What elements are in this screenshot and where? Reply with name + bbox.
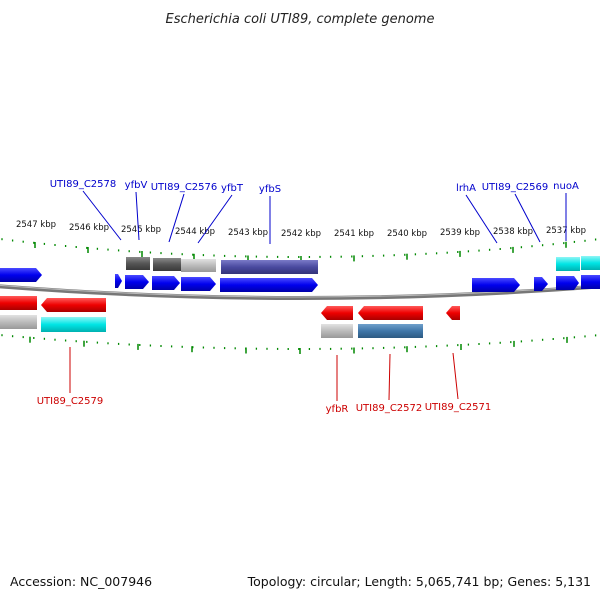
gene-feature-box[interactable] (181, 259, 216, 272)
genome-backbone (0, 284, 600, 300)
reverse-cds-arrow[interactable] (41, 298, 106, 312)
forward-cds-arrow[interactable] (115, 274, 122, 288)
gene-leader-line (388, 353, 391, 401)
forward-cds-arrow[interactable] (0, 268, 42, 282)
forward-gene-label[interactable]: UTI89_C2569 (482, 182, 549, 193)
reverse-cds-track (0, 296, 460, 320)
gene-feature-box[interactable] (153, 258, 181, 271)
gene-leader-line (465, 194, 498, 244)
genome-title: Escherichia coli UTI89, complete genome (166, 12, 435, 27)
reverse-gene-label[interactable]: UTI89_C2572 (356, 403, 423, 414)
forward-cds-arrow[interactable] (181, 277, 216, 291)
scale-label: 2539 kbp (440, 228, 480, 238)
scale-labels: 2547 kbp 2546 kbp 2545 kbp 2544 kbp 2543 kbp… (16, 220, 586, 239)
forward-gene-label[interactable]: lrhA (456, 183, 476, 194)
forward-cds-arrow[interactable] (472, 278, 520, 292)
reverse-cds-arrow[interactable] (358, 306, 423, 320)
reverse-gene-label[interactable]: yfbR (326, 404, 349, 415)
scale-label: 2542 kbp (281, 229, 321, 239)
forward-cds-arrow[interactable] (581, 275, 600, 289)
reverse-cds-arrow[interactable] (446, 306, 460, 320)
scale-label: 2540 kbp (387, 229, 427, 239)
genome-summary-text: Topology: circular; Length: 5,065,741 bp… (247, 574, 591, 589)
forward-gene-label[interactable]: UTI89_C2576 (151, 182, 218, 193)
forward-gene-label[interactable]: yfbV (125, 180, 148, 191)
forward-cds-arrow[interactable] (125, 275, 149, 289)
gene-feature-box[interactable] (358, 324, 423, 338)
gene-labels: UTI89_C2578 yfbV UTI89_C2576 yfbT yfbS lrhA UT… (37, 179, 579, 415)
gene-feature-box[interactable] (581, 256, 600, 270)
forward-gene-label[interactable]: yfbT (221, 183, 244, 194)
accession-text: Accession: NC_007946 (10, 574, 152, 589)
scale-label: 2546 kbp (69, 223, 109, 233)
reverse-cds-arrow[interactable] (321, 306, 353, 320)
scale-label: 2541 kbp (334, 229, 374, 239)
reverse-feature-track (0, 315, 423, 338)
scale-label: 2543 kbp (228, 228, 268, 238)
gene-leader-line (135, 191, 140, 241)
scale-label: 2545 kbp (121, 225, 161, 235)
forward-cds-track (0, 268, 600, 292)
scale-label: 2538 kbp (493, 227, 533, 237)
gene-feature-box[interactable] (41, 317, 106, 332)
forward-gene-label[interactable]: yfbS (259, 184, 281, 195)
reverse-gene-label[interactable]: UTI89_C2571 (425, 402, 492, 413)
forward-cds-arrow[interactable] (152, 276, 180, 290)
gene-feature-box[interactable] (221, 260, 318, 274)
reverse-gene-label[interactable]: UTI89_C2579 (37, 396, 104, 407)
gene-leader-line (168, 193, 185, 243)
gene-feature-box[interactable] (321, 324, 353, 338)
gene-feature-box[interactable] (126, 257, 150, 270)
gene-feature-box[interactable] (556, 257, 580, 271)
reverse-cds-arrow[interactable] (0, 296, 37, 310)
forward-feature-track (126, 256, 600, 274)
scale-label: 2547 kbp (16, 220, 56, 230)
gene-leader-line (452, 352, 459, 400)
forward-cds-arrow[interactable] (534, 277, 548, 291)
gene-leader-line (197, 194, 233, 244)
genome-backbone-highlight (0, 284, 600, 298)
gene-leader-line (82, 190, 122, 241)
forward-cds-arrow[interactable] (556, 276, 579, 290)
scale-label: 2544 kbp (175, 227, 215, 237)
forward-gene-label[interactable]: nuoA (553, 181, 579, 192)
tick-marks (1, 238, 597, 354)
forward-gene-label[interactable]: UTI89_C2578 (50, 179, 117, 190)
forward-cds-arrow[interactable] (220, 278, 318, 292)
gene-leader-line (514, 193, 541, 243)
gene-feature-box[interactable] (0, 315, 37, 329)
